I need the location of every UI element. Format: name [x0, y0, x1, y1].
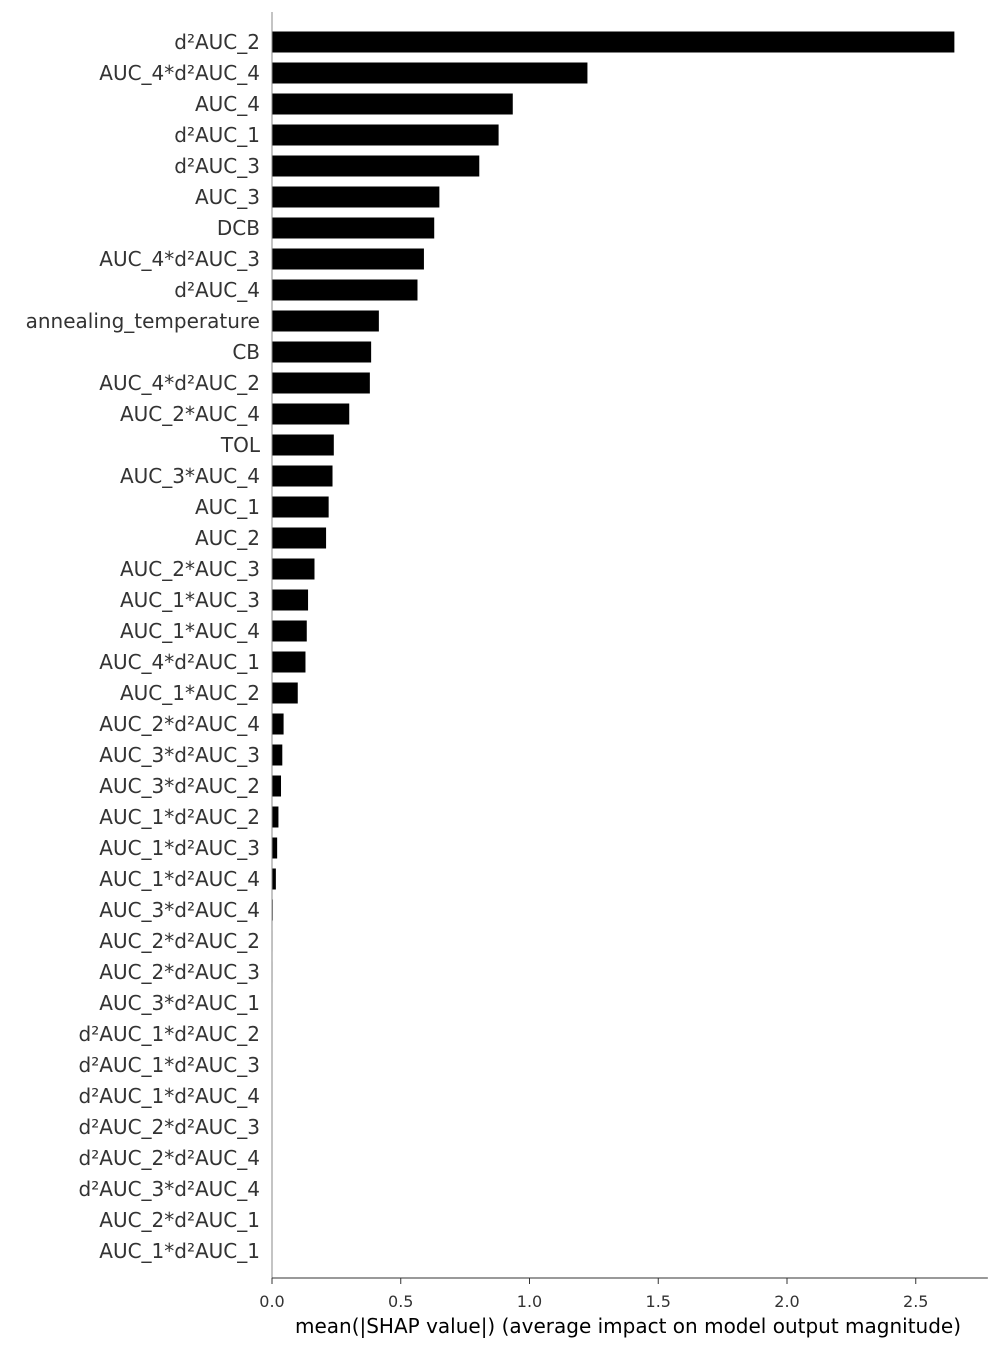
bars-group — [272, 31, 955, 1014]
x-axis-label: mean(|SHAP value|) (average impact on mo… — [295, 1314, 961, 1338]
y-tick-label: AUC_4*d²AUC_2 — [99, 371, 260, 395]
bar — [272, 31, 955, 53]
y-tick-label: d²AUC_2*d²AUC_4 — [79, 1146, 260, 1170]
y-tick-label: d²AUC_4 — [174, 278, 260, 302]
y-tick-label: TOL — [220, 433, 261, 457]
y-tick-label: d²AUC_1*d²AUC_2 — [79, 1022, 260, 1046]
x-tick-label: 2.0 — [774, 1292, 799, 1311]
y-tick-label: AUC_4*d²AUC_1 — [99, 650, 260, 674]
bar — [272, 434, 334, 456]
y-tick-label: d²AUC_1*d²AUC_4 — [79, 1084, 260, 1108]
y-tick-label: AUC_3*d²AUC_3 — [99, 743, 260, 767]
y-tick-label: AUC_2*AUC_3 — [120, 557, 260, 581]
x-tick-label: 0.0 — [259, 1292, 284, 1311]
y-tick-label: AUC_1*d²AUC_4 — [99, 867, 260, 891]
y-tick-label: d²AUC_1 — [174, 123, 260, 147]
y-tick-label: d²AUC_1*d²AUC_3 — [79, 1053, 260, 1077]
y-tick-label: AUC_1*d²AUC_2 — [99, 805, 260, 829]
y-tick-label: AUC_4 — [195, 92, 260, 116]
bar — [272, 806, 279, 828]
y-tick-labels-group: d²AUC_2 AUC_4*d²AUC_4 AUC_4 d²AUC_1 d²AUC_3 A… — [26, 30, 261, 1263]
bar — [272, 465, 333, 487]
y-tick-label: AUC_4*d²AUC_4 — [99, 61, 260, 85]
bar — [272, 558, 315, 580]
y-tick-label: AUC_3*d²AUC_1 — [99, 991, 260, 1015]
x-tick-label: 0.5 — [388, 1292, 413, 1311]
bar — [272, 403, 350, 425]
y-tick-label: AUC_2 — [195, 526, 260, 550]
y-tick-label: annealing_temperature — [26, 309, 260, 333]
bar — [272, 775, 282, 797]
y-tick-label: AUC_2*d²AUC_4 — [99, 712, 260, 736]
y-tick-label: d²AUC_2 — [174, 30, 260, 54]
y-tick-label: d²AUC_3 — [174, 154, 260, 178]
y-tick-label: AUC_3*d²AUC_4 — [99, 898, 260, 922]
bar — [272, 62, 588, 84]
bar — [272, 496, 329, 518]
y-tick-label: AUC_1 — [195, 495, 260, 519]
y-tick-label: AUC_1*AUC_3 — [120, 588, 260, 612]
bar — [272, 155, 480, 177]
x-tick-label: 2.5 — [903, 1292, 928, 1311]
y-tick-label: AUC_1*AUC_4 — [120, 619, 260, 643]
y-tick-label: AUC_4*d²AUC_3 — [99, 247, 260, 271]
y-tick-label: AUC_3 — [195, 185, 260, 209]
bar — [272, 527, 327, 549]
bar — [272, 93, 513, 115]
bar — [272, 589, 309, 611]
bar — [272, 279, 418, 301]
bar — [272, 341, 372, 363]
bar — [272, 248, 424, 270]
bar — [272, 682, 298, 704]
bar — [272, 620, 307, 642]
y-tick-label: AUC_1*d²AUC_3 — [99, 836, 260, 860]
y-tick-label: d²AUC_2*d²AUC_3 — [79, 1115, 260, 1139]
y-tick-label: AUC_3*d²AUC_2 — [99, 774, 260, 798]
y-tick-label: DCB — [217, 216, 260, 240]
y-tick-label: AUC_1*AUC_2 — [120, 681, 260, 705]
y-tick-label: AUC_2*d²AUC_3 — [99, 960, 260, 984]
bar — [272, 651, 306, 673]
bar — [272, 186, 440, 208]
y-tick-label: AUC_2*AUC_4 — [120, 402, 260, 426]
y-tick-label: CB — [232, 340, 260, 364]
bar — [272, 124, 499, 146]
bar — [272, 744, 283, 766]
x-tick-label: 1.5 — [646, 1292, 671, 1311]
bar — [272, 713, 284, 735]
y-tick-label: AUC_3*AUC_4 — [120, 464, 260, 488]
bar — [272, 868, 276, 890]
bar — [272, 372, 370, 394]
bar — [272, 310, 379, 332]
y-tick-label: AUC_1*d²AUC_1 — [99, 1239, 260, 1263]
x-tick-label: 1.0 — [517, 1292, 542, 1311]
y-tick-label: AUC_2*d²AUC_1 — [99, 1208, 260, 1232]
y-tick-label: d²AUC_3*d²AUC_4 — [79, 1177, 260, 1201]
x-ticks-group: 0.0 0.5 1.0 1.5 2.0 2.5 — [259, 1278, 928, 1311]
bar — [272, 837, 278, 859]
y-tick-label: AUC_2*d²AUC_2 — [99, 929, 260, 953]
bar — [272, 217, 435, 239]
